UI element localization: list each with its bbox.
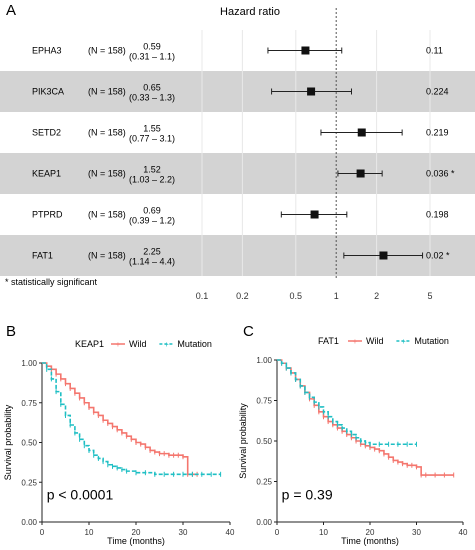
y-tick-label: 0.75: [21, 399, 37, 408]
gene-label: SETD2: [32, 128, 61, 138]
n-label: (N = 158): [88, 169, 126, 179]
ci-label: (1.14 – 4.4): [129, 257, 175, 267]
x-axis-label: Time (months): [107, 536, 165, 546]
p-value-label: 0.198: [426, 210, 449, 220]
gene-label: PIK3CA: [32, 87, 64, 97]
hr-label: 2.25: [143, 247, 161, 257]
y-tick-label: 0.00: [21, 518, 37, 527]
gene-label: PTPRD: [32, 210, 63, 220]
x-axis-label: Time (months): [341, 536, 399, 546]
legend-label-wild: Wild: [366, 336, 384, 346]
x-tick-label: 10: [85, 528, 94, 537]
forest-rows: EPHA3 (N = 158) 0.59(0.31 – 1.1) 0.11 PIK3CA…: [32, 42, 455, 267]
legend-label-wild: Wild: [129, 339, 147, 349]
n-label: (N = 158): [88, 210, 126, 220]
x-tick-label: 20: [132, 528, 141, 537]
x-tick-label: 2: [374, 291, 379, 301]
legend-censor-mark: +: [116, 340, 121, 349]
panel-label-a: A: [6, 2, 16, 19]
y-axis-label: Survival probability: [3, 404, 13, 480]
p-value-label: 0.224: [426, 87, 449, 97]
km-plot-fat1: FAT1 + Wild + Mutation 0.00 0.25 0.50 0.75 1.00 0 1…: [238, 336, 468, 546]
x-tick-label: 0: [40, 528, 45, 537]
y-tick-label: 0.75: [256, 397, 272, 406]
n-label: (N = 158): [88, 46, 126, 56]
gene-label: KEAP1: [32, 169, 61, 179]
legend-censor-mark: +: [353, 337, 358, 346]
x-tick-label: 30: [412, 528, 421, 537]
hr-marker: [357, 128, 366, 137]
p-value-label: 0.02 *: [426, 251, 450, 261]
forest-footnote: * statistically significant: [5, 277, 98, 287]
hr-label: 0.59: [143, 42, 161, 52]
x-tick-label: 0.1: [196, 291, 209, 301]
km-plot-keap1: KEAP1 + Wild + Mutation 0.00 0.25 0.50 0.75 1.00 0…: [3, 339, 235, 546]
survival-curve-wild: [42, 362, 198, 476]
gene-label: EPHA3: [32, 46, 62, 56]
ci-label: (0.39 – 1.2): [129, 216, 175, 226]
p-value-annotation: p = 0.39: [282, 486, 333, 502]
legend-title: FAT1: [318, 336, 339, 346]
y-tick-label: 0.25: [21, 478, 37, 487]
ci-label: (0.33 – 1.3): [129, 93, 175, 103]
row-band: [0, 153, 475, 194]
x-tick-label: 0.2: [236, 291, 249, 301]
forest-title: Hazard ratio: [220, 6, 280, 18]
x-tick-label: 40: [226, 528, 235, 537]
x-tick-label: 30: [179, 528, 188, 537]
hr-label: 0.69: [143, 206, 161, 216]
y-tick-label: 0.00: [256, 518, 272, 527]
forest-plot: Hazard ratio EPHA3 (N = 158) 0.59(0.31 – 1…: [0, 6, 475, 301]
p-value-label: 0.11: [426, 46, 443, 56]
x-tick-label: 20: [366, 528, 375, 537]
x-tick-label: 0.5: [290, 291, 303, 301]
row-band: [0, 71, 475, 112]
x-tick-label: 40: [459, 528, 468, 537]
hr-label: 1.55: [143, 124, 161, 134]
n-label: (N = 158): [88, 87, 126, 97]
hr-label: 1.52: [143, 165, 161, 175]
x-tick-label: 0: [275, 528, 280, 537]
forest-gridlines: [201, 8, 431, 280]
panel-label-c: C: [243, 323, 254, 340]
y-axis-label: Survival probability: [238, 403, 248, 479]
y-tick-label: 0.25: [256, 478, 272, 487]
p-value-label: 0.036 *: [426, 169, 455, 179]
y-tick-label: 1.00: [21, 359, 37, 368]
legend-censor-mark: +: [164, 340, 169, 349]
hr-marker: [307, 87, 316, 96]
survival-curve-wild: [277, 359, 454, 476]
forest-row-bands: [0, 71, 475, 276]
hr-marker: [301, 46, 310, 55]
n-label: (N = 158): [88, 128, 126, 138]
hr-marker: [356, 169, 365, 178]
legend-censor-mark: +: [401, 337, 406, 346]
x-tick-label: 10: [319, 528, 328, 537]
y-tick-label: 0.50: [21, 439, 37, 448]
hr-label: 0.65: [143, 83, 161, 93]
n-label: (N = 158): [88, 251, 126, 261]
p-value-annotation: p < 0.0001: [47, 487, 114, 503]
p-value-label: 0.219: [426, 128, 449, 138]
ci-label: (0.31 – 1.1): [129, 52, 175, 62]
panel-label-b: B: [6, 323, 16, 340]
x-tick-label: 1: [334, 291, 339, 301]
ci-label: (0.77 – 3.1): [129, 134, 175, 144]
ci-label: (1.03 – 2.2): [129, 175, 175, 185]
y-tick-label: 1.00: [256, 356, 272, 365]
y-tick-label: 0.50: [256, 437, 272, 446]
gene-label: FAT1: [32, 251, 53, 261]
legend-label-mutation: Mutation: [414, 336, 449, 346]
hr-marker: [379, 251, 388, 260]
legend-label-mutation: Mutation: [177, 339, 212, 349]
x-tick-label: 5: [427, 291, 432, 301]
survival-curve-mutation: [42, 362, 221, 476]
hr-marker: [310, 210, 319, 219]
legend-title: KEAP1: [75, 339, 104, 349]
forest-x-ticks: 0.1 0.2 0.5 1 2 5: [196, 291, 433, 301]
